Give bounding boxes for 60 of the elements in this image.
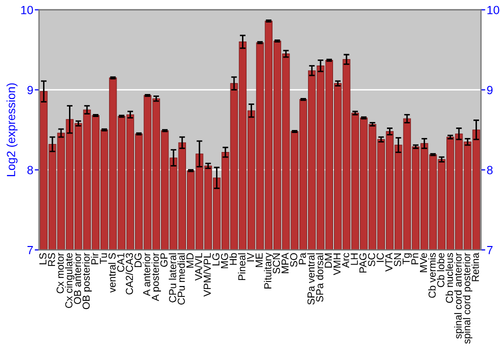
x-tick-label: spinal cord anterior [454, 252, 464, 339]
x-tick-label: Cx motor [56, 252, 64, 294]
x-tick-label: RS [48, 253, 56, 266]
x-tick-label: MVe [420, 253, 428, 272]
y2-tick-label: 9 [487, 86, 493, 94]
y-tick-label: 7 [27, 246, 33, 254]
x-tick-label: VTA [385, 252, 392, 272]
x-tick-label: Pn [411, 253, 418, 264]
x-tick-label: MPA [282, 252, 289, 274]
x-tick-label: DG [134, 253, 142, 268]
x-tick-label: Pa [298, 252, 306, 264]
x-tick-label: VMH [333, 254, 340, 276]
x-tick-label: Pir [90, 252, 98, 264]
x-tick-label: LS [39, 253, 46, 264]
x-tick-label: IC [376, 253, 384, 262]
x-tick-label: VPM/VPL [203, 253, 211, 297]
x-tick-label: spinal cord posterior [462, 252, 472, 344]
y2-tick-label: 10 [487, 6, 500, 14]
x-tick-label: LH [350, 254, 358, 265]
x-tick-label: Pineal [238, 253, 246, 280]
y-tick-label: 10 [21, 6, 33, 14]
x-tick-label: CA1 [117, 253, 124, 272]
x-tick-label: VA/VL [194, 253, 202, 281]
x-tick-label: ME [256, 253, 263, 268]
x-tick-label: MD [186, 253, 194, 268]
y-tick-label: 9 [27, 86, 33, 94]
x-tick-label: Arc [342, 252, 350, 268]
x-tick-label: CPu medial [177, 253, 185, 305]
x-tick-label: OB posterior [82, 252, 92, 310]
x-tick-label: Cb lobe [436, 253, 444, 288]
x-tick-label: GP [160, 253, 168, 267]
y2-tick-label: 8 [487, 166, 493, 174]
x-tick-label: OB anterior [74, 252, 82, 304]
x-tick-label: A anterior [142, 252, 150, 296]
x-tick-label: Pituitary [264, 252, 274, 288]
x-tick-label: CA2/CA3 [126, 253, 133, 294]
y2-tick-label: 7 [487, 246, 493, 254]
x-tick-label: PAG [359, 253, 367, 273]
x-tick-label: CPu lateral [168, 253, 176, 302]
x-tick-label: IV [246, 252, 254, 262]
x-tick-label: SC [368, 253, 376, 266]
x-tick-label: SPa ventral [307, 253, 315, 305]
x-tick-label: Tg [402, 253, 412, 264]
x-tick-label: Cx cingulate [64, 253, 74, 308]
x-tick-label: A posterior [151, 252, 161, 302]
y-tick-label: 8 [27, 166, 33, 174]
x-tick-label: Retina [472, 252, 479, 282]
x-tick-label: MG [220, 253, 228, 268]
x-tick-label: SCN [272, 254, 280, 274]
y-axis-title: Log2 (expression) [6, 83, 18, 176]
x-tick-label: DM [324, 254, 332, 268]
x-tick-label: ventral S [108, 253, 116, 293]
x-tick-label: Cb nucleus [446, 253, 454, 303]
x-tick-label: SO [290, 253, 298, 267]
x-tick-label: LG [212, 253, 220, 266]
x-tick-label: Tu [100, 253, 108, 264]
x-tick-label: SPa dorsal [316, 253, 324, 302]
x-tick-label: Cb vermis [428, 253, 436, 298]
x-tick-label: SN [394, 254, 402, 266]
x-tick-label: Hb [229, 253, 237, 265]
